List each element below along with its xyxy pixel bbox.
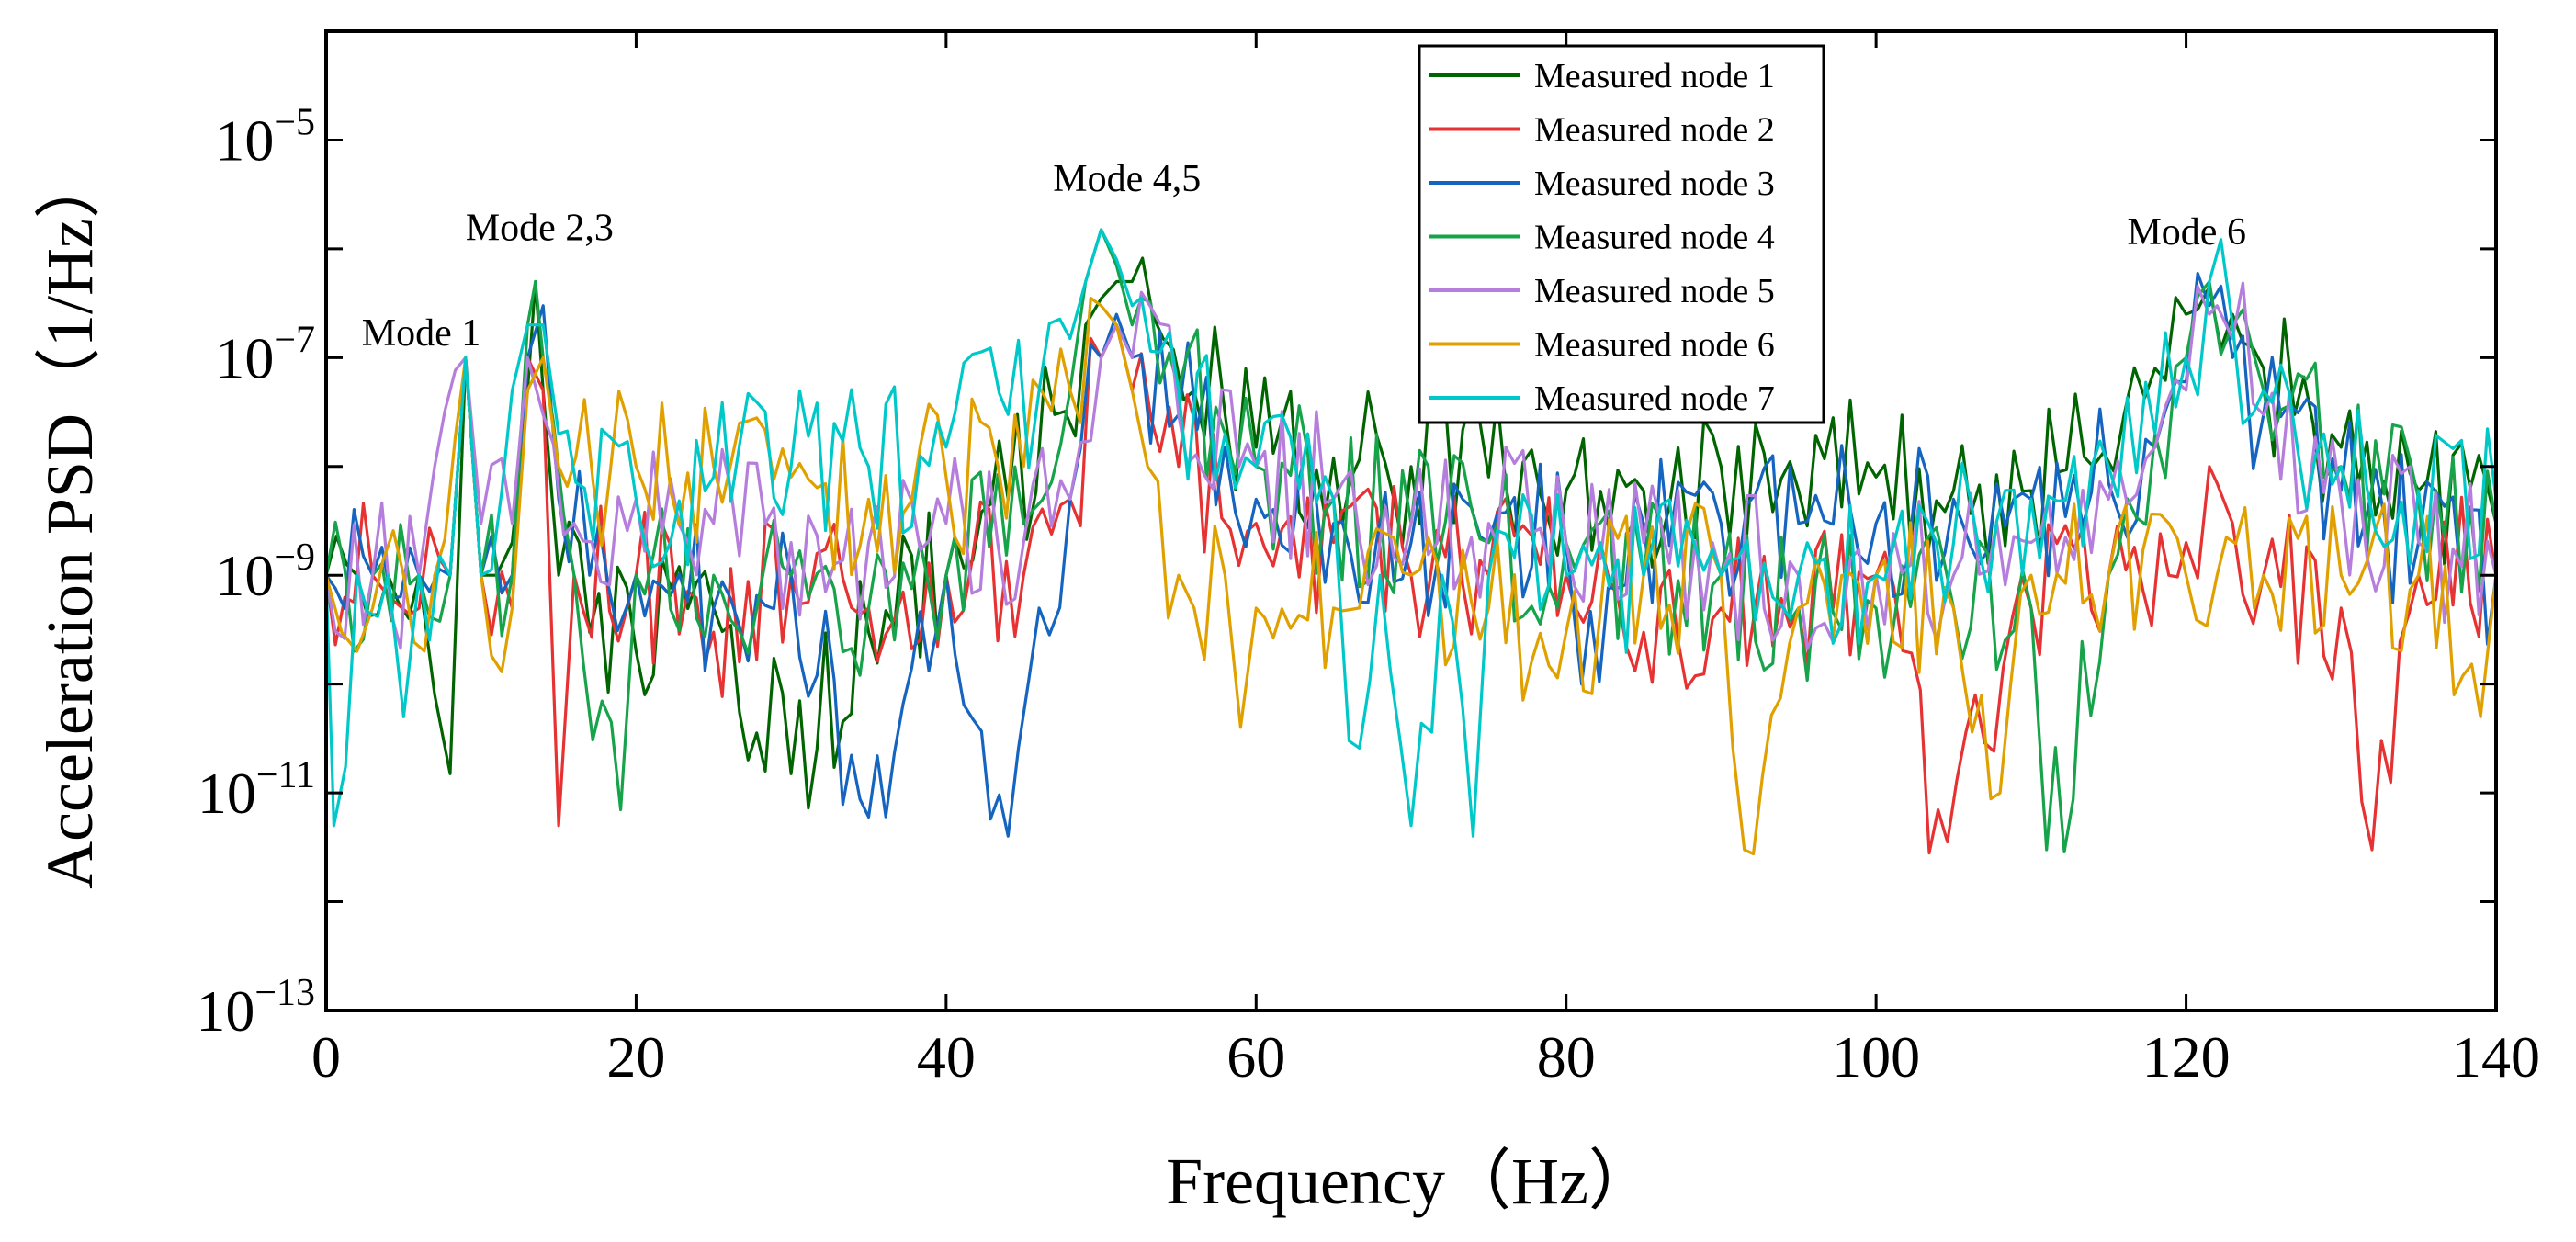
legend-label-node-6: Measured node 6: [1534, 326, 1775, 365]
x-tick-label: 0: [311, 1024, 341, 1090]
y-tick-label: 10−5: [215, 101, 315, 173]
series-layer: [326, 228, 2496, 856]
x-tick-labels: 0 20 40 60 80 100 120 140: [311, 1024, 2540, 1090]
series-line-node-4: [326, 228, 2496, 853]
axis-ticks: [324, 29, 2498, 1012]
y-tick-label: 10−13: [196, 972, 315, 1044]
legend-label-node-3: Measured node 3: [1534, 164, 1775, 203]
y-tick-labels: 10−13 10−11 10−9 10−7 10−5: [196, 101, 315, 1044]
legend-label-node-2: Measured node 2: [1534, 111, 1775, 150]
x-tick-label: 80: [1537, 1024, 1596, 1090]
series-line-node-5: [326, 281, 2496, 650]
legend-label-node-5: Measured node 5: [1534, 272, 1775, 310]
legend-box: [1418, 44, 1825, 424]
series-line-node-1: [326, 256, 2496, 810]
mode-annotation: Mode 2,3: [466, 208, 614, 250]
y-tick-label: 10−9: [215, 536, 315, 608]
series-line-node-3: [326, 272, 2496, 838]
legend-label-node-1: Measured node 1: [1534, 57, 1775, 96]
x-tick-label: 40: [917, 1024, 976, 1090]
x-tick-label: 120: [2142, 1024, 2231, 1090]
x-axis-title: Frequency（Hz）: [1166, 1145, 1655, 1218]
legend: Measured node 1 Measured node 2 Measured n…: [1418, 44, 1825, 424]
x-tick-label: 20: [606, 1024, 665, 1090]
legend-label-node-4: Measured node 4: [1534, 219, 1775, 257]
x-tick-label: 60: [1226, 1024, 1285, 1090]
mode-annotation: Mode 4,5: [1053, 158, 1201, 200]
mode-annotations: Mode 1 Mode 2,3 Mode 4,5 Mode 6: [362, 158, 2246, 355]
x-tick-label: 140: [2452, 1024, 2540, 1090]
mode-annotation: Mode 6: [2127, 211, 2246, 254]
series-line-node-7: [326, 228, 2496, 838]
y-axis-title: Acceleration PSD（1/Hz）: [33, 152, 107, 889]
y-tick-label: 10−7: [215, 319, 315, 390]
mode-annotation: Mode 1: [362, 312, 481, 355]
y-tick-label: 10−11: [198, 754, 315, 826]
legend-label-node-7: Measured node 7: [1534, 379, 1775, 418]
x-tick-label: 100: [1832, 1024, 1920, 1090]
plot-area-frame: [324, 29, 2498, 1012]
